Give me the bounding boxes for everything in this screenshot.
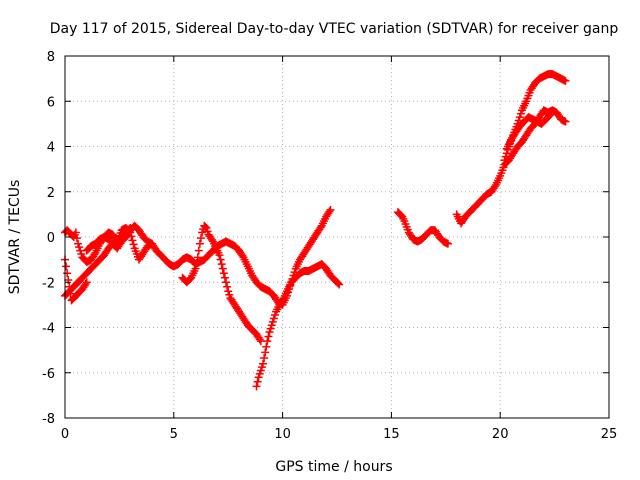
data-point-marker bbox=[259, 359, 268, 368]
data-point-marker bbox=[443, 239, 452, 248]
chart-title: Day 117 of 2015, Sidereal Day-to-day VTE… bbox=[50, 21, 619, 37]
data-point-marker bbox=[262, 342, 271, 351]
data-point-marker bbox=[220, 273, 229, 282]
y-tick-label: 0 bbox=[47, 231, 55, 246]
data-series bbox=[82, 221, 157, 255]
data-point-marker bbox=[191, 264, 200, 273]
y-tick-label: 6 bbox=[47, 95, 55, 110]
data-point-marker bbox=[82, 278, 91, 287]
x-tick-label: 15 bbox=[383, 427, 400, 442]
y-tick-label: -4 bbox=[42, 322, 55, 337]
x-tick-label: 5 bbox=[170, 427, 178, 442]
x-tick-label: 20 bbox=[492, 427, 509, 442]
data-point-marker bbox=[63, 269, 72, 278]
y-tick-label: 4 bbox=[47, 141, 55, 156]
data-point-marker bbox=[253, 377, 262, 386]
data-point-marker bbox=[148, 239, 157, 248]
data-point-marker bbox=[194, 246, 203, 255]
data-series bbox=[502, 110, 555, 153]
x-axis-label: GPS time / hours bbox=[275, 459, 392, 475]
y-tick-label: -2 bbox=[42, 276, 55, 291]
data-point-marker bbox=[334, 279, 343, 288]
data-point-marker bbox=[62, 262, 71, 271]
data-point-marker bbox=[223, 282, 232, 291]
data-point-marker bbox=[261, 348, 270, 357]
y-tick-label: -8 bbox=[42, 412, 55, 427]
data-point-marker bbox=[71, 228, 80, 237]
data-point-marker bbox=[72, 234, 81, 243]
x-tick-label: 10 bbox=[274, 427, 291, 442]
data-point-marker bbox=[65, 282, 74, 291]
data-point-marker bbox=[260, 354, 269, 363]
data-point-marker bbox=[561, 76, 570, 85]
data-point-marker bbox=[192, 259, 201, 268]
data-point-marker bbox=[546, 110, 555, 119]
data-series bbox=[393, 208, 452, 248]
x-tick-label: 25 bbox=[601, 427, 618, 442]
data-point-marker bbox=[128, 236, 137, 245]
data-point-marker bbox=[222, 278, 231, 287]
data-series bbox=[278, 260, 344, 305]
data-point-marker bbox=[193, 253, 202, 262]
data-layer bbox=[61, 70, 570, 391]
data-series bbox=[452, 106, 570, 228]
data-point-marker bbox=[326, 205, 335, 214]
data-point-marker bbox=[335, 280, 344, 289]
y-axis-label: SDTVAR / TECUs bbox=[7, 180, 23, 295]
data-point-marker bbox=[216, 255, 225, 264]
y-tick-label: 2 bbox=[47, 186, 55, 201]
data-point-marker bbox=[545, 111, 554, 120]
data-point-marker bbox=[217, 260, 226, 269]
data-point-marker bbox=[325, 207, 334, 216]
data-point-marker bbox=[264, 332, 273, 341]
data-point-marker bbox=[129, 240, 138, 249]
data-point-marker bbox=[201, 222, 210, 231]
data-point-marker bbox=[197, 234, 205, 243]
data-point-marker bbox=[561, 117, 570, 126]
data-point-marker bbox=[66, 289, 75, 298]
data-point-marker bbox=[263, 337, 272, 346]
data-series bbox=[252, 296, 287, 391]
data-point-marker bbox=[255, 335, 264, 344]
data-point-marker bbox=[252, 382, 261, 391]
tick-layer: 0 5 10 15 20 25 -8 -6 -4 -2 0 2 4 6 8 bbox=[42, 50, 617, 442]
y-tick-label: 8 bbox=[47, 50, 55, 65]
data-series bbox=[178, 221, 265, 346]
data-point-marker bbox=[81, 279, 90, 288]
data-point-marker bbox=[218, 264, 227, 273]
x-tick-label: 0 bbox=[61, 427, 69, 442]
data-point-marker bbox=[195, 239, 204, 248]
y-tick-label: -6 bbox=[42, 367, 55, 382]
data-point-marker bbox=[215, 251, 224, 260]
data-point-marker bbox=[219, 269, 228, 278]
